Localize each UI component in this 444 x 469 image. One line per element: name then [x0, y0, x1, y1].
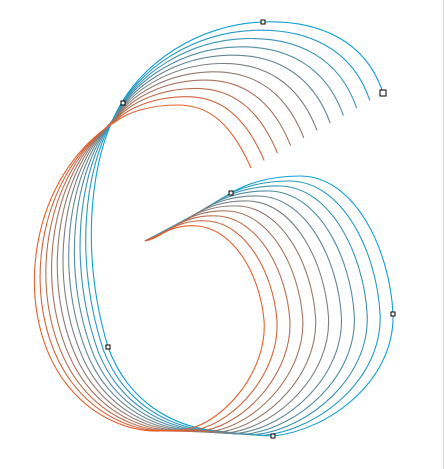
anchor-handle-right[interactable] — [390, 311, 396, 317]
blend-step-curve — [39, 96, 278, 432]
anchor-handles-group — [105, 19, 396, 439]
anchor-handle-start-selected[interactable] — [379, 89, 387, 97]
blend-curves-group — [33, 21, 394, 437]
blend-step-curve — [56, 71, 317, 433]
blend-step-curve — [33, 104, 265, 432]
anchor-handle-bottom[interactable] — [270, 433, 276, 439]
anchor-handle-left[interactable] — [105, 344, 111, 350]
blend-step-curve — [85, 29, 381, 436]
blend-step-curve — [62, 62, 330, 434]
anchor-handle-top[interactable] — [260, 19, 266, 25]
blend-step-curve — [51, 79, 304, 433]
anchor-handle-inner-top[interactable] — [228, 190, 234, 196]
blend-step-curve — [68, 54, 342, 434]
anchor-handle-upper-left[interactable] — [120, 100, 126, 106]
